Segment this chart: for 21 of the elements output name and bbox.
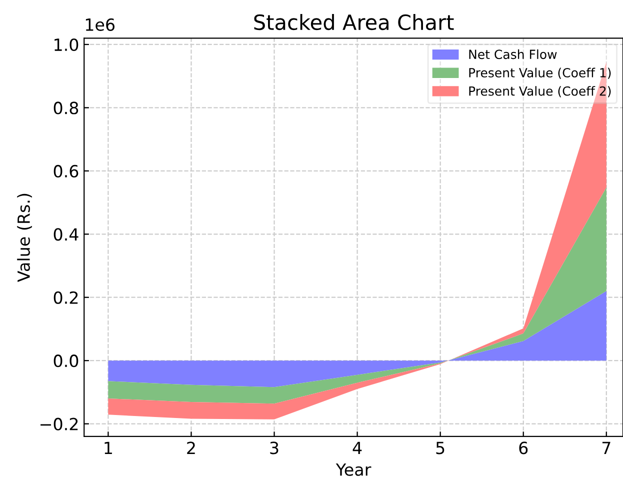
x-tick-label: 1 [104,442,112,454]
y-tick-label: 0.0 [54,354,78,368]
y-tick-label: 0.8 [54,102,78,114]
legend-label: Present Value (Coeff 2) [469,86,611,98]
x-tick-label: 3 [270,442,278,454]
y-tick-label: 0.4 [54,228,78,241]
x-tick-label: 6 [519,442,528,454]
y-tick-label: 0.6 [54,164,78,178]
x-tick-label: 2 [187,442,195,454]
x-axis-title: Year [336,464,372,476]
x-tick-label: 5 [436,442,444,454]
x-tick-label: 7 [602,442,610,454]
legend-label: Present Value (Coeff 1) [469,68,611,79]
chart-title: Stacked Area Chart [254,14,454,30]
y-tick-label: −0.2 [40,418,78,430]
legend-label: Net Cash Flow [469,49,557,60]
y-tick-label: 1.0 [54,38,78,52]
y-axis-title: Value (Rs.) [17,194,32,282]
x-tick-label: 4 [352,442,362,454]
text: 1e6 [86,18,115,31]
y-tick-label: 0.2 [54,291,78,304]
